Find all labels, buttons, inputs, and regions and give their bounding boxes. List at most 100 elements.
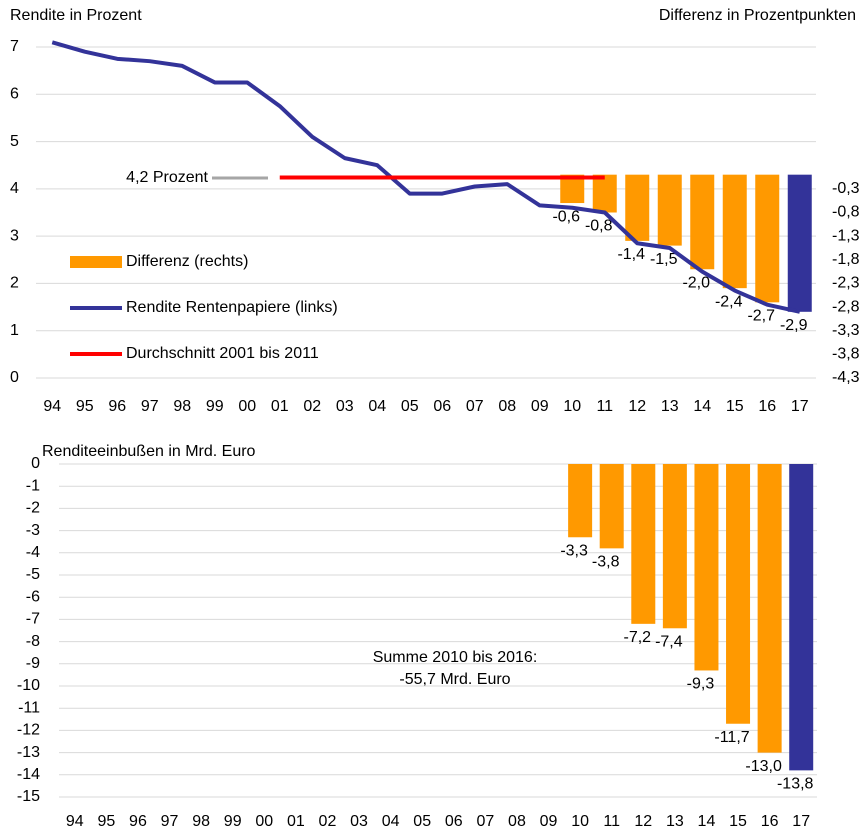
x-tick-label: 04 [368, 398, 386, 415]
y2-tick-label: -1,3 [832, 227, 860, 244]
x-tick-label: 02 [303, 398, 321, 415]
y-tick-label: 3 [10, 227, 19, 244]
y-tick-label: 1 [10, 322, 19, 339]
y2-tick-label: -1,8 [832, 251, 860, 268]
x-tick-label: 96 [108, 398, 126, 415]
data-label: -7,2 [624, 629, 652, 646]
x-tick-label: 14 [698, 813, 716, 830]
y-axis-title: Renditeeinbußen in Mrd. Euro [42, 443, 256, 460]
bar [787, 174, 812, 312]
bar [789, 464, 814, 771]
x-tick-label: 09 [540, 813, 558, 830]
annotation: 4,2 Prozent [126, 169, 208, 186]
bar [722, 174, 747, 289]
y-tick-label: -8 [26, 633, 40, 650]
x-tick-label: 12 [634, 813, 652, 830]
data-label: -13,8 [777, 776, 814, 793]
y-tick-label: 6 [10, 86, 19, 103]
x-tick-label: 95 [97, 813, 115, 830]
y-tick-label: -5 [26, 566, 40, 583]
y-axis-title: Rendite in Prozent [10, 7, 142, 24]
x-tick-label: 10 [571, 813, 589, 830]
legend-label: Rendite Rentenpapiere (links) [126, 299, 338, 316]
y2-axis-title: Differenz in Prozentpunkten [659, 7, 856, 24]
x-tick-label: 97 [141, 398, 159, 415]
y-tick-label: -6 [26, 588, 40, 605]
x-tick-label: 09 [531, 398, 549, 415]
x-tick-label: 95 [76, 398, 94, 415]
bar [694, 464, 719, 671]
x-tick-label: 11 [603, 813, 620, 830]
y2-tick-label: -0,3 [832, 180, 860, 197]
y-tick-label: 2 [10, 275, 19, 292]
y-tick-label: -12 [17, 722, 40, 739]
x-tick-label: 08 [498, 398, 516, 415]
x-tick-label: 14 [693, 398, 711, 415]
y-tick-label: -10 [17, 677, 40, 694]
y-tick-label: -13 [17, 744, 40, 761]
y-tick-label: -1 [26, 477, 40, 494]
x-tick-label: 02 [319, 813, 337, 830]
data-label: -2,0 [682, 274, 710, 291]
x-tick-label: 06 [445, 813, 463, 830]
data-label: -11,7 [714, 729, 749, 746]
x-tick-label: 98 [173, 398, 191, 415]
y-tick-label: -3 [26, 522, 40, 539]
x-tick-label: 94 [43, 398, 61, 415]
legend-swatch [70, 256, 122, 268]
x-tick-label: 16 [758, 398, 776, 415]
annotation: Summe 2010 bis 2016: [373, 649, 538, 666]
x-tick-label: 00 [255, 813, 273, 830]
y-tick-label: 0 [10, 369, 19, 386]
y-tick-label: 4 [10, 180, 19, 197]
y2-tick-label: -2,3 [832, 275, 860, 292]
y2-tick-label: -3,8 [832, 346, 860, 363]
data-label: -7,4 [655, 633, 683, 650]
x-tick-label: 07 [466, 398, 484, 415]
bar [599, 464, 624, 549]
y2-tick-label: -2,8 [832, 298, 860, 315]
x-tick-label: 99 [206, 398, 224, 415]
x-tick-label: 15 [726, 398, 744, 415]
y2-tick-label: -4,3 [832, 369, 860, 386]
x-tick-label: 05 [413, 813, 431, 830]
data-label: -0,8 [585, 218, 613, 235]
data-label: -2,9 [780, 317, 808, 334]
y-tick-label: -2 [26, 500, 40, 517]
y-tick-label: -9 [26, 655, 40, 672]
x-tick-label: 12 [628, 398, 646, 415]
data-label: -1,5 [650, 251, 678, 268]
y-tick-label: 5 [10, 133, 19, 150]
y-tick-label: -11 [18, 699, 40, 716]
bar [690, 174, 715, 270]
y2-tick-label: -3,3 [832, 322, 860, 339]
bar [662, 464, 687, 629]
x-tick-label: 03 [350, 813, 368, 830]
bar [726, 464, 751, 724]
x-tick-label: 97 [161, 813, 179, 830]
x-tick-label: 10 [563, 398, 581, 415]
annotation: -55,7 Mrd. Euro [399, 671, 510, 688]
y-tick-label: -15 [17, 788, 40, 805]
x-tick-label: 99 [224, 813, 242, 830]
y-tick-label: -4 [26, 544, 40, 561]
x-tick-label: 06 [433, 398, 451, 415]
bar [625, 174, 650, 241]
x-tick-label: 08 [508, 813, 526, 830]
x-tick-label: 96 [129, 813, 147, 830]
data-label: -1,4 [617, 246, 645, 263]
data-label: -3,3 [560, 542, 588, 559]
data-label: -2,7 [747, 308, 775, 325]
data-label: -9,3 [687, 676, 715, 693]
x-tick-label: 03 [336, 398, 354, 415]
bar [568, 464, 593, 538]
x-tick-label: 13 [661, 398, 679, 415]
legend-label: Differenz (rechts) [126, 253, 248, 270]
legend-label: Durchschnitt 2001 bis 2011 [126, 345, 319, 362]
x-tick-label: 94 [66, 813, 84, 830]
bar [631, 464, 656, 624]
x-tick-label: 05 [401, 398, 419, 415]
bar [757, 464, 782, 753]
y-tick-label: -14 [17, 766, 40, 783]
x-tick-label: 98 [192, 813, 210, 830]
